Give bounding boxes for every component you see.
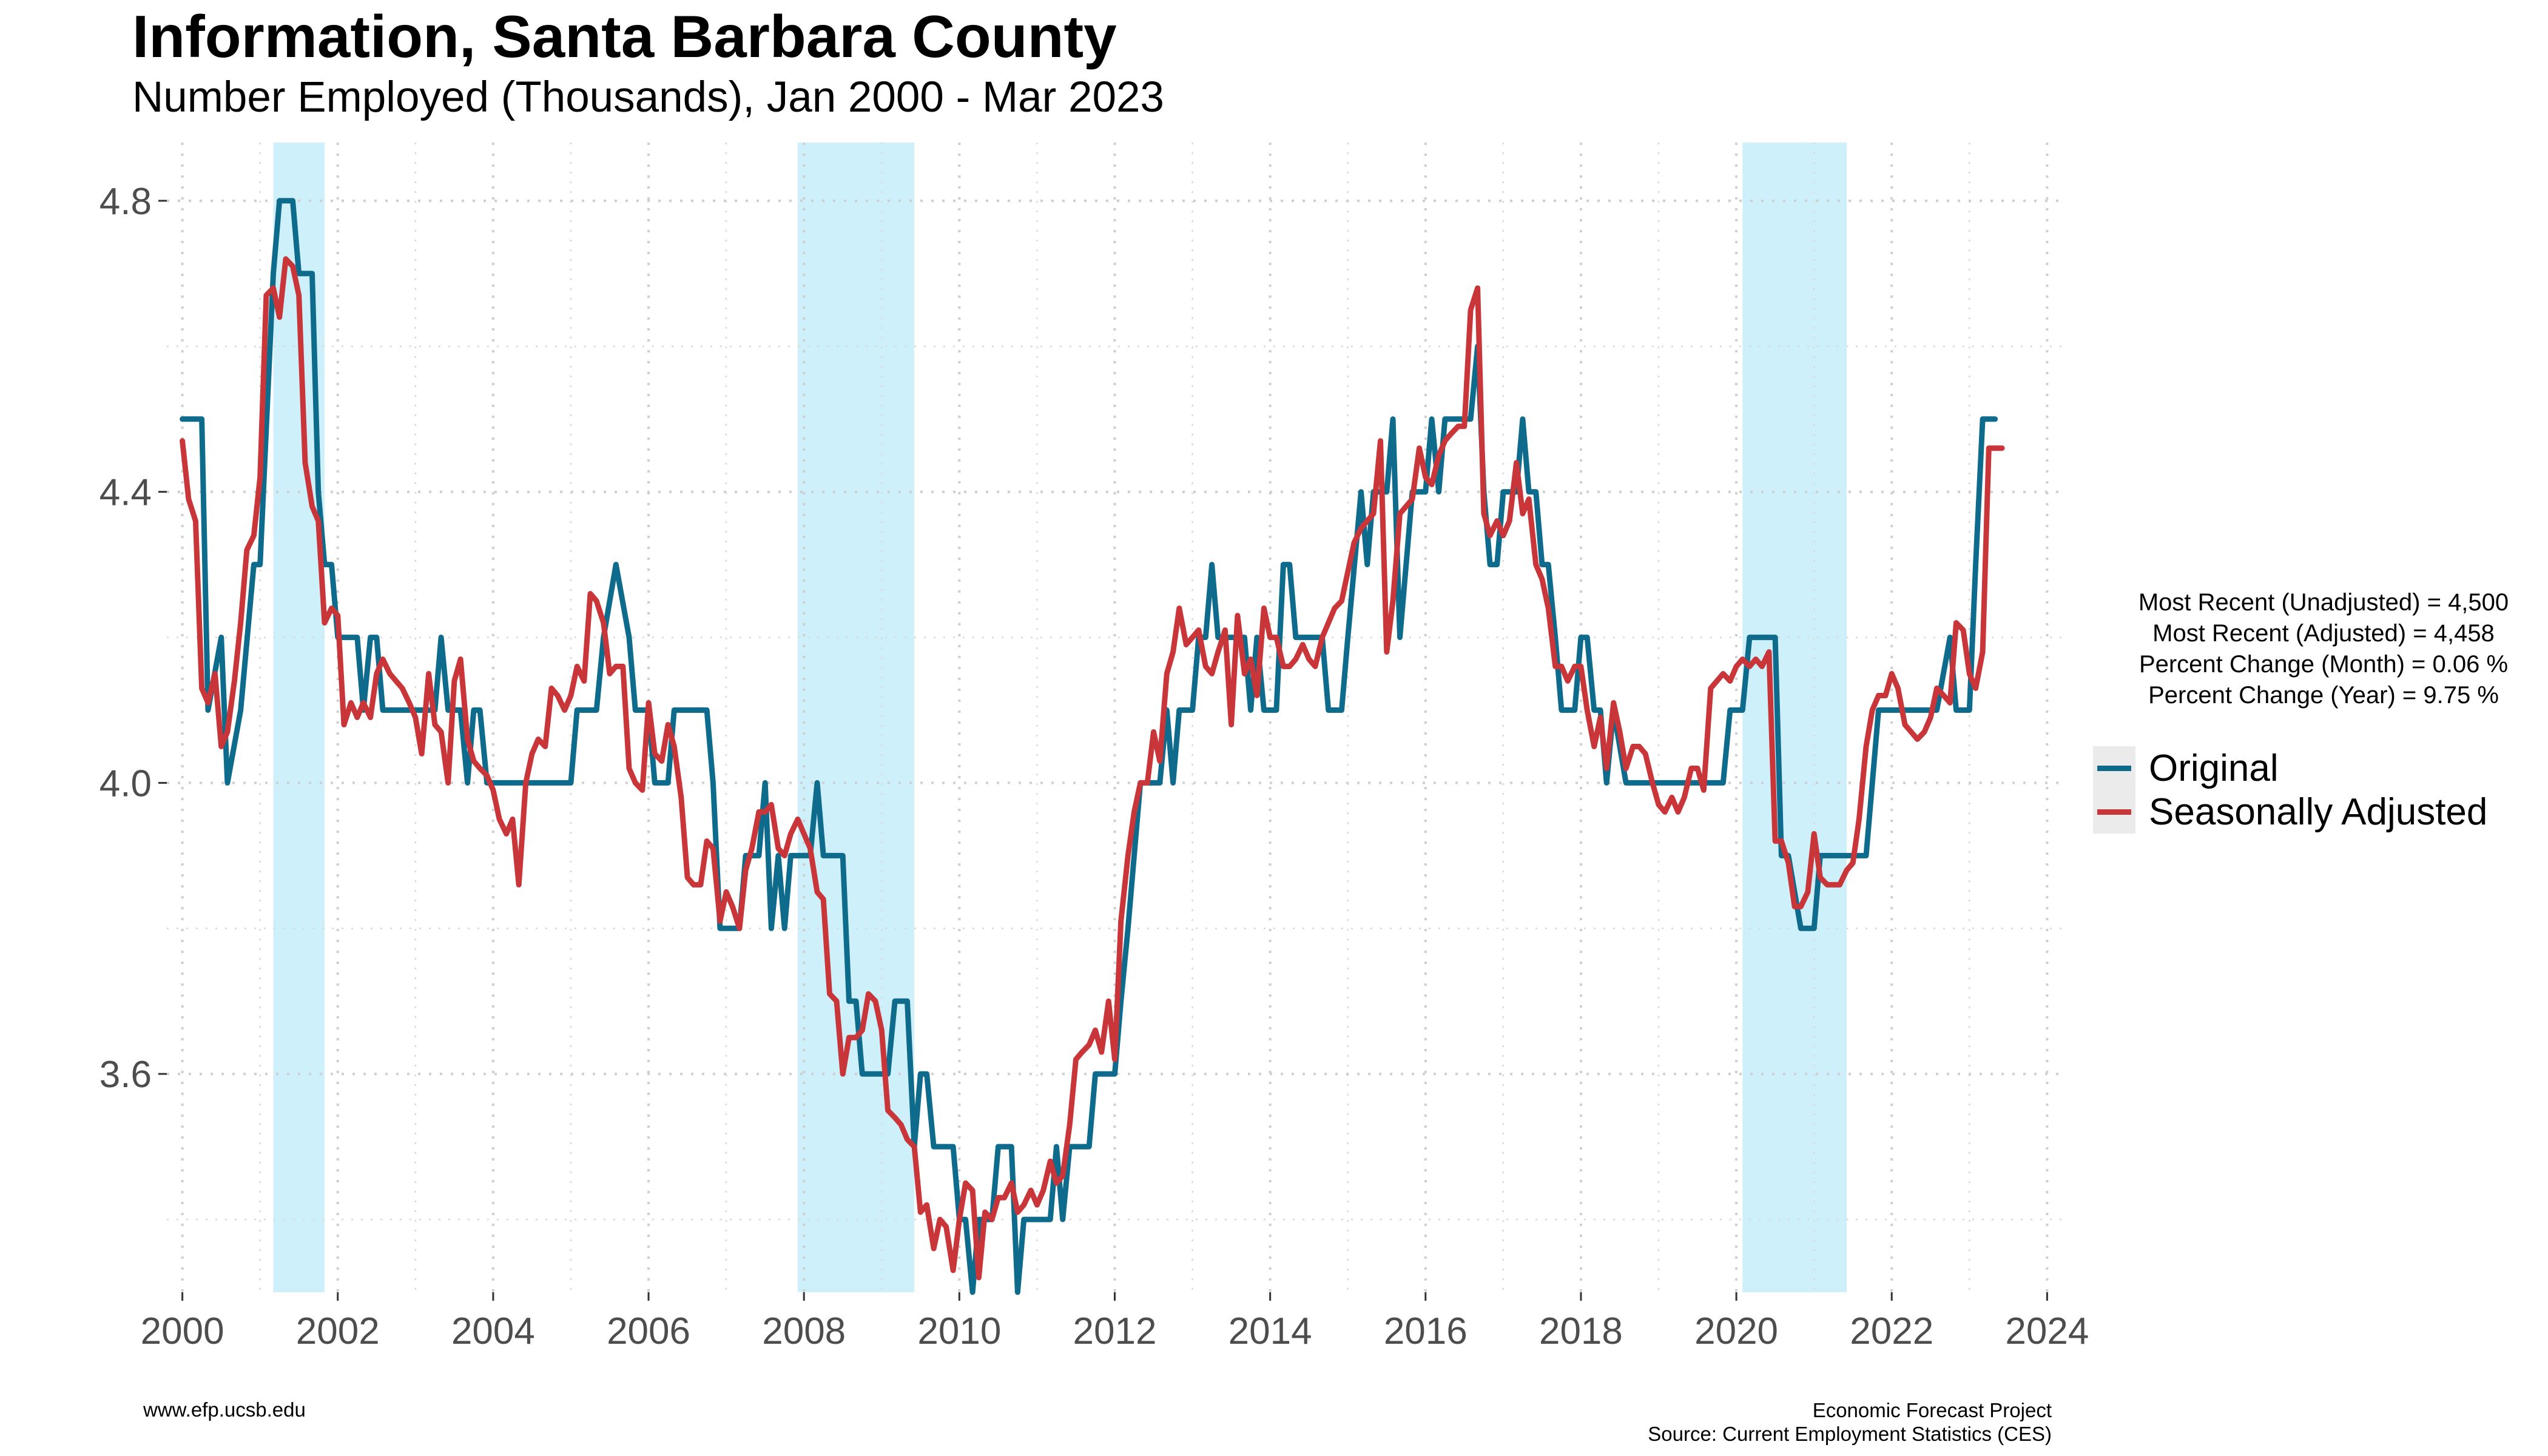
recession-band-3 [1742,143,1847,1292]
legend-label-original: Original [2149,747,2279,789]
stat-most-recent-adjusted: Most Recent (Adjusted) = 4,458 [2152,620,2495,647]
y-tick-label: 4.4 [99,472,152,514]
series-line-original [180,198,1998,1295]
footer-data-source: Source: Current Employment Statistics (C… [1648,1423,2052,1445]
legend: Original Seasonally Adjusted [2093,746,2487,834]
y-tick-label: 4.8 [99,181,152,223]
stat-percent-change-month: Percent Change (Month) = 0.06 % [2138,651,2509,678]
legend-key-seasonally-adjusted [2093,790,2135,834]
y-tick-label: 4.0 [99,763,152,804]
series-lines [180,198,2005,1295]
x-tick-label: 2008 [762,1310,846,1352]
footer-organization: Economic Forecast Project [1812,1399,2052,1421]
stat-most-recent-unadjusted: Most Recent (Unadjusted) = 4,500 [2138,589,2509,616]
recession-band-2 [797,143,915,1292]
x-tick-label: 2018 [1539,1310,1623,1352]
axes: 2000 2002 2004 2006 2008 2010 2012 2014 2016 2018… [99,181,2089,1352]
x-tick-label: 2010 [917,1310,1001,1352]
y-tick-label: 3.6 [99,1054,152,1096]
chart-title: Information, Santa Barbara County [132,3,1117,70]
x-tick-label: 2014 [1228,1310,1312,1352]
legend-item-seasonally-adjusted: Seasonally Adjusted [2093,790,2487,834]
x-tick-label: 2006 [607,1310,690,1352]
recession-bands [273,143,1847,1292]
footer-website: www.efp.ucsb.edu [143,1398,306,1421]
x-tick-label: 2022 [1850,1310,1933,1352]
chart-subtitle: Number Employed (Thousands), Jan 2000 - … [132,73,1164,121]
x-tick-label: 2004 [451,1310,535,1352]
x-tick-label: 2002 [296,1310,380,1352]
series-line-seasonally-adjusted [180,256,2005,1281]
legend-label-seasonally-adjusted: Seasonally Adjusted [2149,790,2488,833]
legend-item-original: Original [2093,746,2487,790]
legend-key-original [2093,746,2135,790]
x-tick-label: 2000 [141,1310,224,1352]
x-tick-label: 2012 [1073,1310,1157,1352]
x-tick-label: 2016 [1384,1310,1468,1352]
x-tick-label: 2024 [2005,1310,2089,1352]
footer-source: Economic Forecast Project Source: Curren… [1648,1398,2052,1446]
stat-percent-change-year: Percent Change (Year) = 9.75 % [2148,682,2499,709]
x-tick-label: 2020 [1694,1310,1778,1352]
